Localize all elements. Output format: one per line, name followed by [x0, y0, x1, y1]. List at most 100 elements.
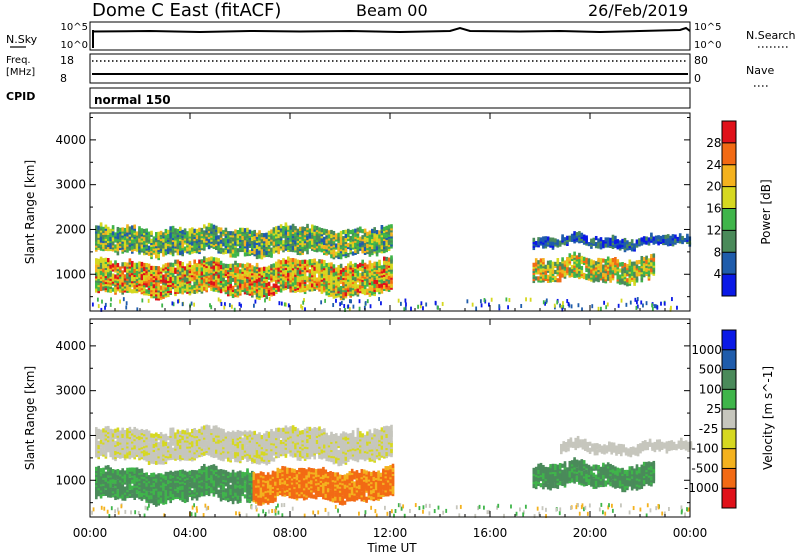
echo-cell — [147, 454, 151, 459]
echo-cell — [277, 427, 280, 432]
echo-cell — [603, 300, 606, 305]
echo-cell — [652, 261, 656, 266]
echo-cell — [385, 225, 388, 231]
echo-cell — [253, 430, 256, 436]
echo-cell — [347, 242, 350, 248]
echo-cell — [306, 426, 309, 431]
echo-cell — [150, 277, 153, 283]
echo-cell — [186, 263, 189, 268]
echo-cell — [332, 294, 336, 299]
echo-cell — [277, 285, 280, 290]
echo-cell — [652, 236, 656, 241]
echo-cell — [207, 269, 211, 274]
echo-cell — [188, 432, 192, 437]
echo-cell — [241, 431, 244, 436]
echo-cell — [383, 260, 386, 265]
echo-cell — [623, 262, 627, 268]
echo-cell — [107, 226, 110, 231]
echo-cell — [138, 261, 141, 266]
echo-cell — [157, 266, 160, 271]
echo-cell — [359, 272, 362, 278]
echo-cell — [243, 263, 247, 269]
echo-cell — [551, 237, 555, 242]
echo-cell — [366, 299, 369, 304]
echo-cell — [174, 259, 177, 264]
echo-cell — [311, 224, 314, 229]
echo-cell — [318, 265, 321, 270]
echo-cell — [205, 424, 208, 429]
power-colorbar-tick-label: 20 — [706, 180, 721, 194]
echo-cell — [258, 432, 261, 437]
echo-cell — [176, 263, 180, 268]
echo-cell — [275, 226, 278, 231]
cpid-value: normal 150 — [94, 93, 171, 107]
echo-cell — [323, 228, 326, 233]
echo-cell — [330, 262, 333, 267]
echo-cell — [97, 286, 100, 292]
echo-cell — [537, 260, 540, 265]
echo-cell — [647, 237, 651, 242]
echo-cell — [123, 454, 127, 459]
echo-cell — [195, 439, 199, 445]
echo-cell — [212, 224, 216, 229]
echo-cell — [296, 277, 300, 282]
echo-cell — [243, 228, 247, 233]
noise-tick-right-top: 10^5 — [694, 22, 721, 33]
echo-cell — [205, 440, 208, 445]
echo-cell — [227, 286, 230, 291]
echo-cell — [246, 286, 249, 291]
echo-cell — [155, 254, 158, 259]
echo-cell — [176, 455, 180, 460]
echo-cell — [277, 225, 280, 230]
echo-cell — [434, 300, 437, 305]
echo-cell — [344, 265, 348, 271]
echo-cell — [287, 256, 290, 261]
echo-cell — [573, 271, 576, 276]
power-colorbar-tick-label: 12 — [706, 223, 721, 237]
echo-cell — [177, 299, 179, 304]
echo-cell — [181, 274, 184, 279]
echo-cell — [422, 306, 424, 311]
echo-cell — [335, 267, 338, 272]
echo-cell — [272, 263, 276, 268]
echo-cell — [359, 242, 362, 247]
echo-cell — [277, 249, 280, 255]
echo-cell — [239, 430, 242, 435]
echo-cell — [265, 282, 268, 288]
echo-cell — [425, 302, 428, 307]
echo-cell — [150, 269, 153, 275]
cpid-label: CPID — [6, 90, 35, 103]
echo-cell — [227, 243, 230, 248]
echo-cell — [375, 261, 379, 266]
echo-cell — [253, 276, 256, 281]
echo-cell — [135, 448, 139, 453]
echo-cell — [135, 262, 139, 267]
echo-cell — [351, 235, 355, 240]
echo-cell — [239, 273, 242, 278]
echo-cell — [585, 273, 588, 279]
echo-cell — [157, 253, 160, 259]
echo-cell — [618, 240, 622, 245]
echo-cell — [143, 277, 146, 282]
echo-cell — [289, 258, 292, 263]
echo-cell — [260, 434, 264, 440]
echo-cell — [561, 257, 564, 262]
echo-cell — [234, 253, 237, 258]
echo-cell — [253, 229, 256, 235]
echo-cell — [246, 445, 249, 450]
echo-cell — [231, 304, 233, 309]
echo-cell — [179, 271, 182, 276]
echo-cell — [652, 253, 656, 258]
echo-cell — [119, 227, 122, 232]
power-colorbar-label: Power [dB] — [759, 179, 773, 244]
echo-cell — [212, 257, 216, 262]
echo-cell — [263, 433, 266, 438]
echo-cell — [116, 262, 120, 268]
echo-cell — [585, 257, 588, 262]
echo-cell — [255, 232, 259, 237]
echo-cell — [373, 243, 376, 248]
echo-cell — [186, 237, 189, 242]
echo-cell — [629, 300, 632, 305]
echo-cell — [171, 225, 175, 231]
echo-cell — [566, 256, 569, 262]
